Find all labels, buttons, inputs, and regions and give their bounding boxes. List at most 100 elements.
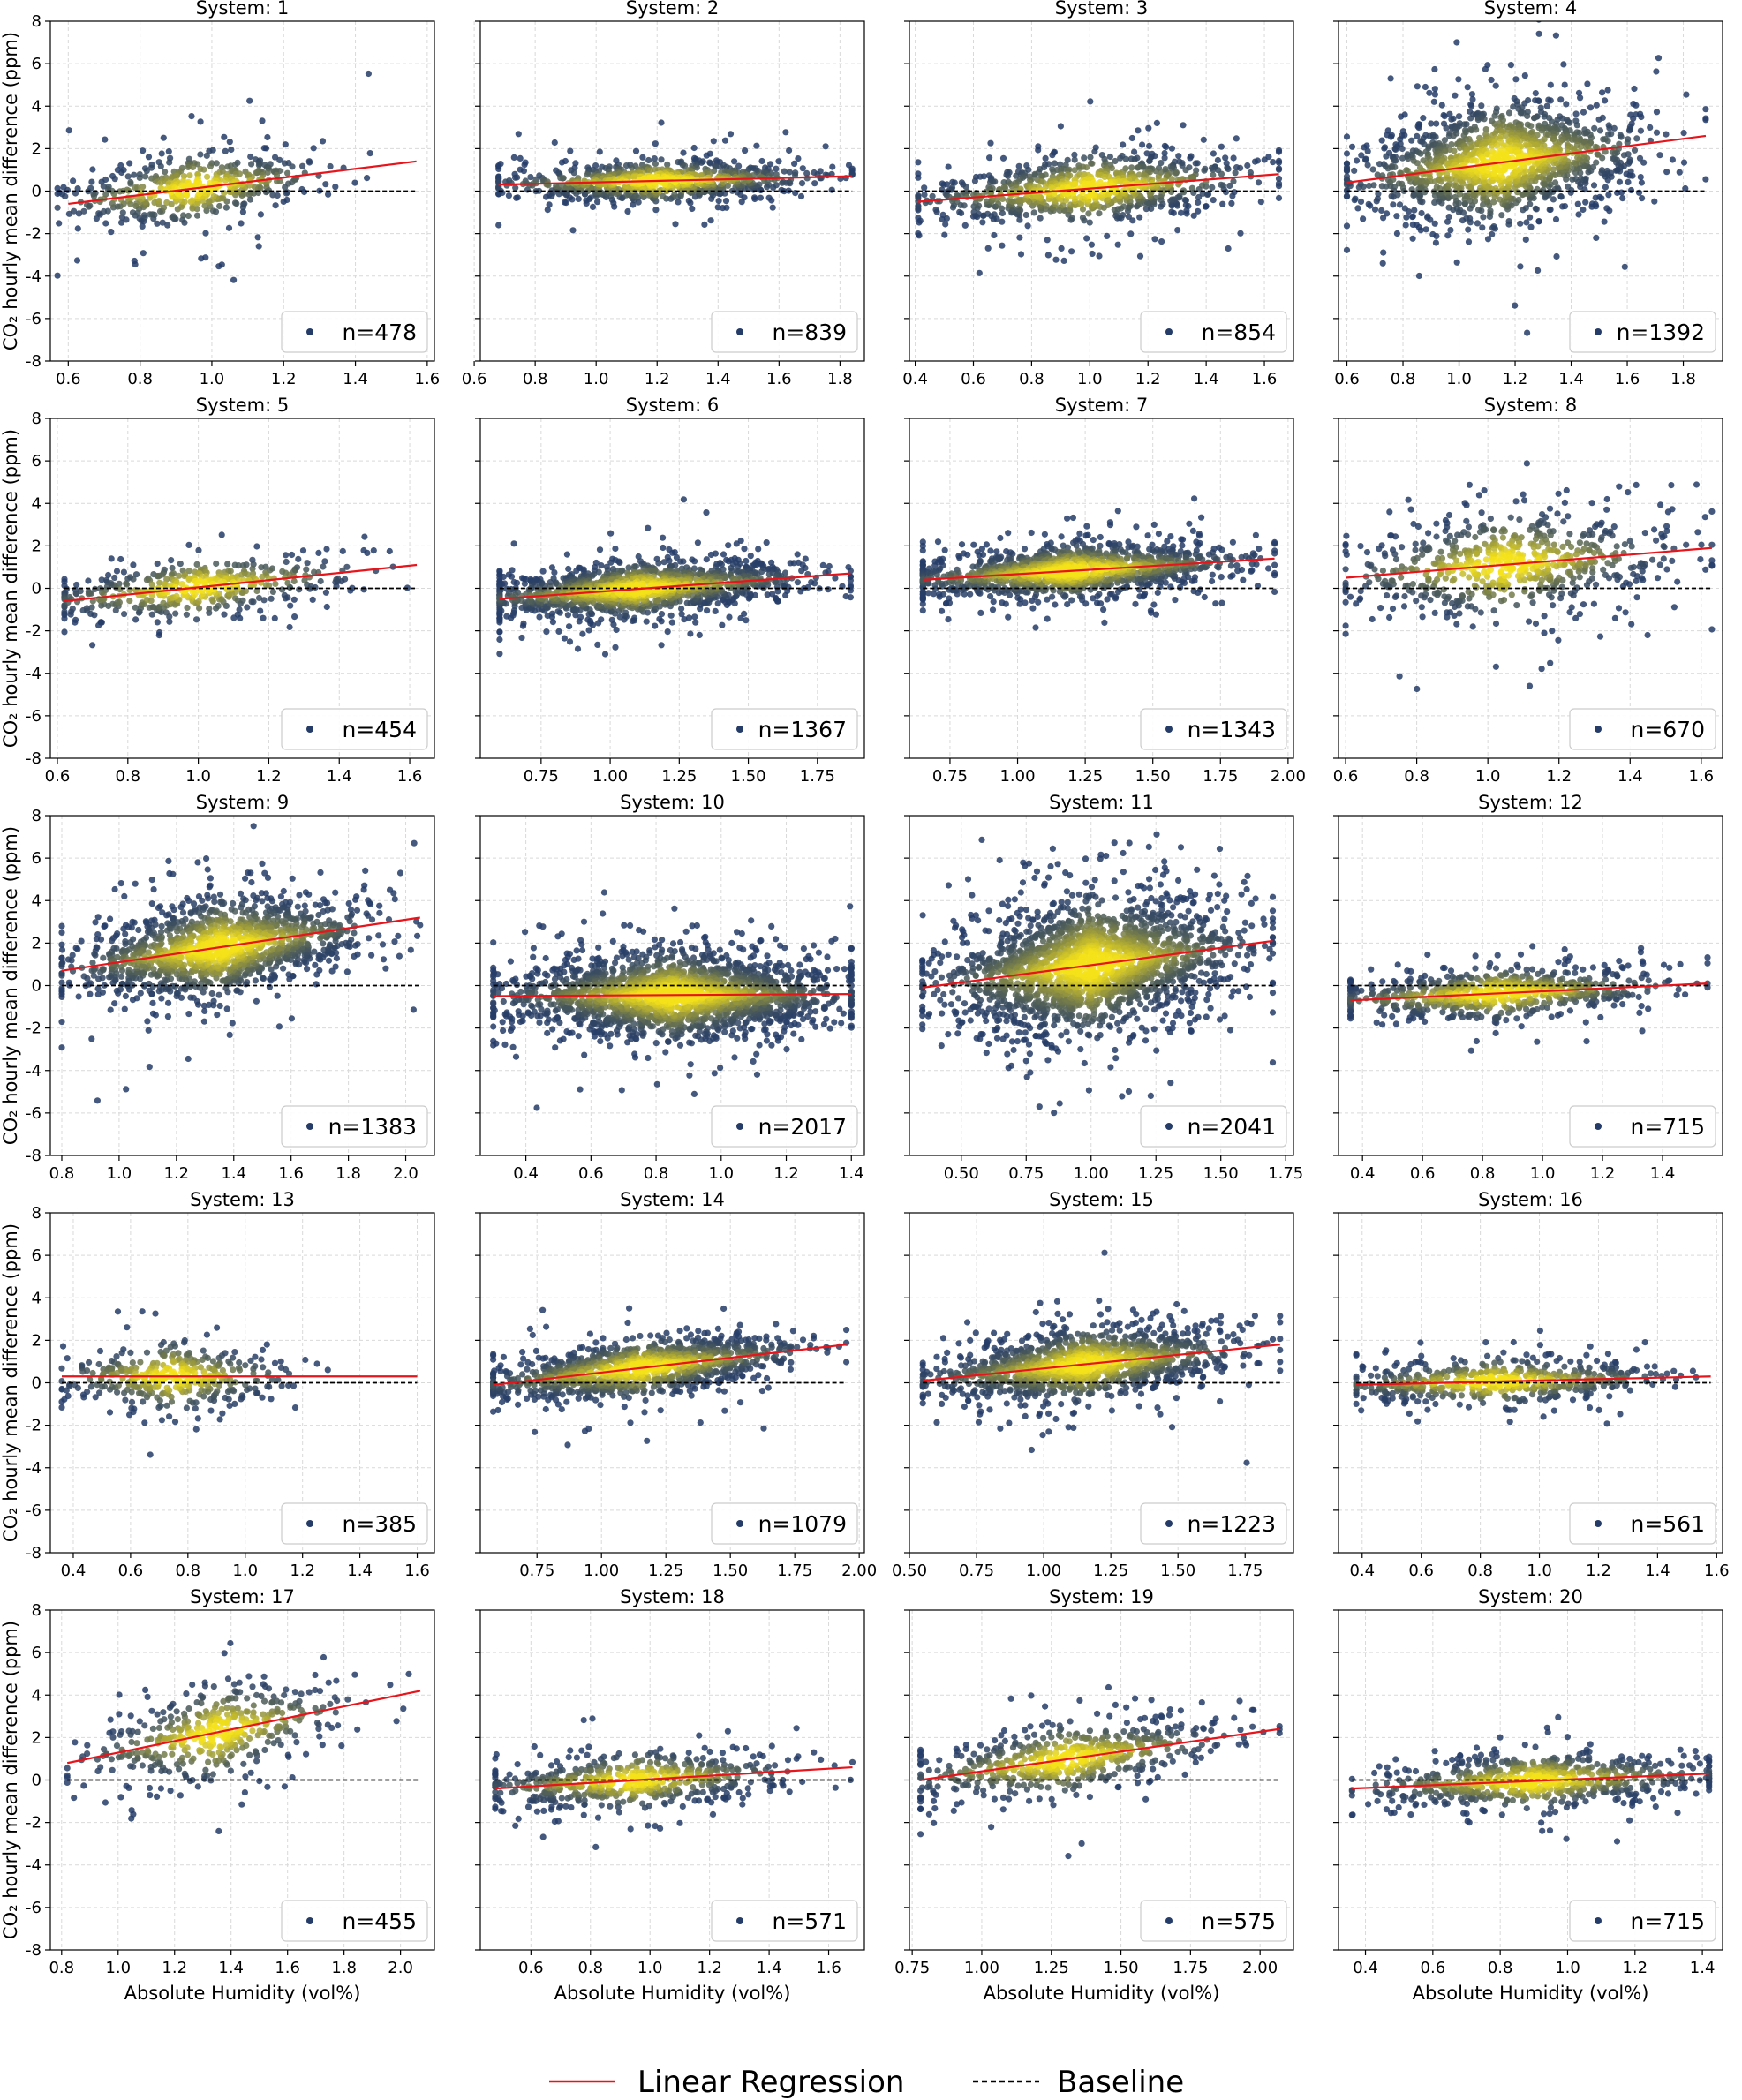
data-point [1374, 195, 1381, 202]
data-point [1275, 194, 1283, 201]
data-point [616, 559, 623, 567]
data-point [658, 642, 665, 649]
data-point [283, 558, 290, 566]
data-point [764, 566, 772, 573]
data-point [1450, 132, 1457, 139]
data-point [786, 169, 793, 176]
data-point [915, 215, 922, 222]
data-point [1546, 206, 1553, 214]
data-point [323, 546, 330, 553]
data-point [520, 168, 528, 175]
data-point [678, 606, 685, 613]
data-point [1057, 123, 1064, 130]
data-point [1535, 267, 1542, 274]
plot-area [496, 496, 855, 658]
data-point [1522, 205, 1529, 212]
data-point [1161, 149, 1168, 157]
data-point [569, 227, 577, 234]
y-tick-label: -8 [26, 749, 41, 768]
data-point [1474, 117, 1482, 124]
data-point [1354, 205, 1361, 212]
data-point [842, 593, 849, 600]
data-point [239, 562, 247, 569]
x-tick-label: 1.4 [1558, 370, 1584, 388]
data-point [690, 144, 698, 152]
data-point [1599, 89, 1606, 96]
data-point [1565, 135, 1572, 142]
x-tick-label: 0.8 [1019, 370, 1044, 388]
data-point [847, 573, 855, 580]
data-point [1587, 134, 1595, 141]
data-point [132, 604, 139, 611]
data-point [1637, 127, 1644, 134]
data-point [95, 210, 102, 217]
data-point [129, 209, 137, 216]
data-point [622, 609, 630, 616]
data-point [1582, 175, 1589, 182]
data-point [100, 591, 107, 598]
data-point [718, 561, 726, 568]
data-point [228, 146, 235, 154]
data-point [1620, 152, 1628, 159]
data-point [726, 613, 733, 621]
data-point [168, 200, 175, 208]
n-legend-label: n=1392 [1617, 320, 1705, 345]
data-point [196, 190, 203, 197]
data-point [915, 202, 922, 209]
data-point [1375, 191, 1382, 198]
data-point [64, 186, 72, 193]
data-point [513, 579, 521, 587]
data-point [1411, 207, 1418, 214]
data-point [1195, 207, 1202, 215]
data-point [1476, 134, 1483, 141]
data-point [799, 165, 806, 172]
data-point [140, 250, 147, 257]
data-point [88, 604, 95, 611]
y-tick-label: 8 [32, 12, 41, 31]
data-point [1195, 193, 1203, 201]
data-point [1374, 171, 1381, 178]
data-point [289, 163, 296, 170]
data-point [595, 568, 602, 576]
data-point [1182, 167, 1189, 174]
data-point [612, 644, 619, 651]
data-point [1582, 199, 1589, 206]
data-point [244, 604, 251, 611]
data-point [596, 546, 604, 553]
data-point [510, 154, 517, 161]
data-point [257, 607, 264, 614]
data-point [1640, 159, 1648, 166]
data-point [1122, 155, 1129, 162]
data-point [1542, 131, 1550, 138]
data-point [1091, 201, 1098, 208]
data-point [1553, 252, 1560, 260]
data-point [1605, 131, 1612, 138]
data-point [304, 560, 311, 567]
data-point [660, 192, 667, 199]
data-point [551, 569, 558, 576]
y-tick-label: -2 [26, 622, 41, 641]
data-point [1625, 178, 1632, 185]
data-point [215, 602, 222, 610]
data-point [1420, 115, 1427, 122]
data-point [85, 577, 92, 584]
data-point [1143, 150, 1150, 157]
data-point [120, 568, 127, 576]
data-point [505, 192, 513, 199]
data-point [1669, 156, 1676, 163]
data-point [1371, 206, 1379, 213]
data-point [808, 579, 815, 586]
data-point [921, 192, 928, 199]
data-point [832, 575, 839, 582]
data-point [1237, 230, 1244, 237]
data-point [276, 156, 283, 163]
data-point [253, 543, 260, 550]
data-point [226, 139, 233, 146]
y-tick-label: 2 [32, 139, 41, 158]
data-point [1474, 220, 1481, 227]
data-point [1446, 110, 1453, 117]
data-point [1155, 175, 1162, 182]
data-point [780, 178, 787, 185]
